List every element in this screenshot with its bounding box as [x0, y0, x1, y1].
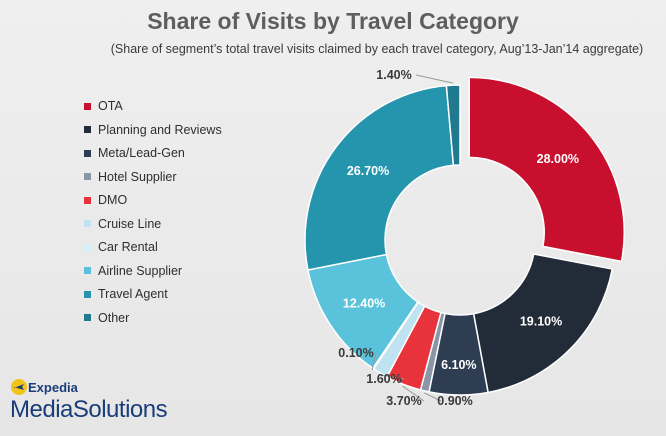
- legend-swatch: [84, 173, 91, 180]
- legend-item: Car Rental: [84, 237, 158, 257]
- airplane-icon: [11, 379, 27, 395]
- data-label: 12.40%: [343, 296, 385, 310]
- legend-label: OTA: [98, 99, 123, 113]
- brand-top-text: Expedia: [28, 380, 78, 395]
- data-label: 1.40%: [376, 68, 411, 82]
- donut-slice: [445, 84, 461, 167]
- legend-swatch: [84, 314, 91, 321]
- leader-line: [424, 392, 442, 402]
- legend-label: Planning and Reviews: [98, 122, 222, 137]
- donut-slice: [468, 76, 625, 263]
- legend-item: Airline Supplier: [84, 261, 182, 281]
- legend-item: Meta/Lead-Gen: [84, 143, 185, 163]
- legend-label: Car Rental: [98, 240, 158, 254]
- leader-line: [371, 352, 377, 371]
- leader-line: [379, 374, 405, 380]
- legend-label: Cruise Line: [98, 216, 162, 231]
- legend-item: DMO: [84, 190, 127, 210]
- data-label: 0.90%: [437, 394, 472, 408]
- legend-swatch: [84, 102, 91, 110]
- legend-swatch: [84, 290, 91, 298]
- leader-line: [402, 385, 425, 402]
- legend-label: DMO: [98, 193, 128, 207]
- donut-slice: [304, 84, 455, 271]
- data-label: 0.10%: [338, 346, 373, 360]
- chart-title: Share of Visits by Travel Category: [147, 8, 519, 34]
- data-label: 19.10%: [520, 315, 562, 329]
- leader-line: [415, 74, 454, 84]
- expedia-media-solutions-logo: Expedia MediaSolutions: [10, 378, 180, 428]
- legend-label: Other: [98, 310, 130, 325]
- legend-label: Hotel Supplier: [98, 169, 177, 184]
- legend-item: Travel Agent: [84, 284, 168, 304]
- legend-swatch: [84, 243, 91, 251]
- data-label: 28.00%: [537, 152, 579, 166]
- legend-label: Airline Supplier: [98, 263, 183, 278]
- legend-swatch: [84, 267, 91, 274]
- legend-item: Cruise Line: [84, 214, 161, 234]
- legend-item: Hotel Supplier: [84, 167, 177, 187]
- legend-label: Travel Agent: [98, 287, 168, 301]
- legend-item: Planning and Reviews: [84, 120, 222, 140]
- chart-subtitle: (Share of segment’s total travel visits …: [110, 42, 644, 56]
- legend-item: OTA: [84, 96, 123, 116]
- legend-swatch: [84, 149, 91, 157]
- legend-swatch: [84, 220, 91, 227]
- legend-swatch: [84, 196, 91, 204]
- data-label: 26.70%: [347, 164, 389, 178]
- legend-swatch: [84, 126, 91, 133]
- data-label: 3.70%: [386, 394, 421, 408]
- legend-label: Meta/Lead-Gen: [98, 146, 185, 160]
- donut-slice: [472, 253, 614, 394]
- data-label: 6.10%: [441, 358, 476, 372]
- legend-item: Other: [84, 308, 129, 328]
- brand-main-text: MediaSolutions: [10, 396, 168, 423]
- data-label: 1.60%: [366, 372, 401, 386]
